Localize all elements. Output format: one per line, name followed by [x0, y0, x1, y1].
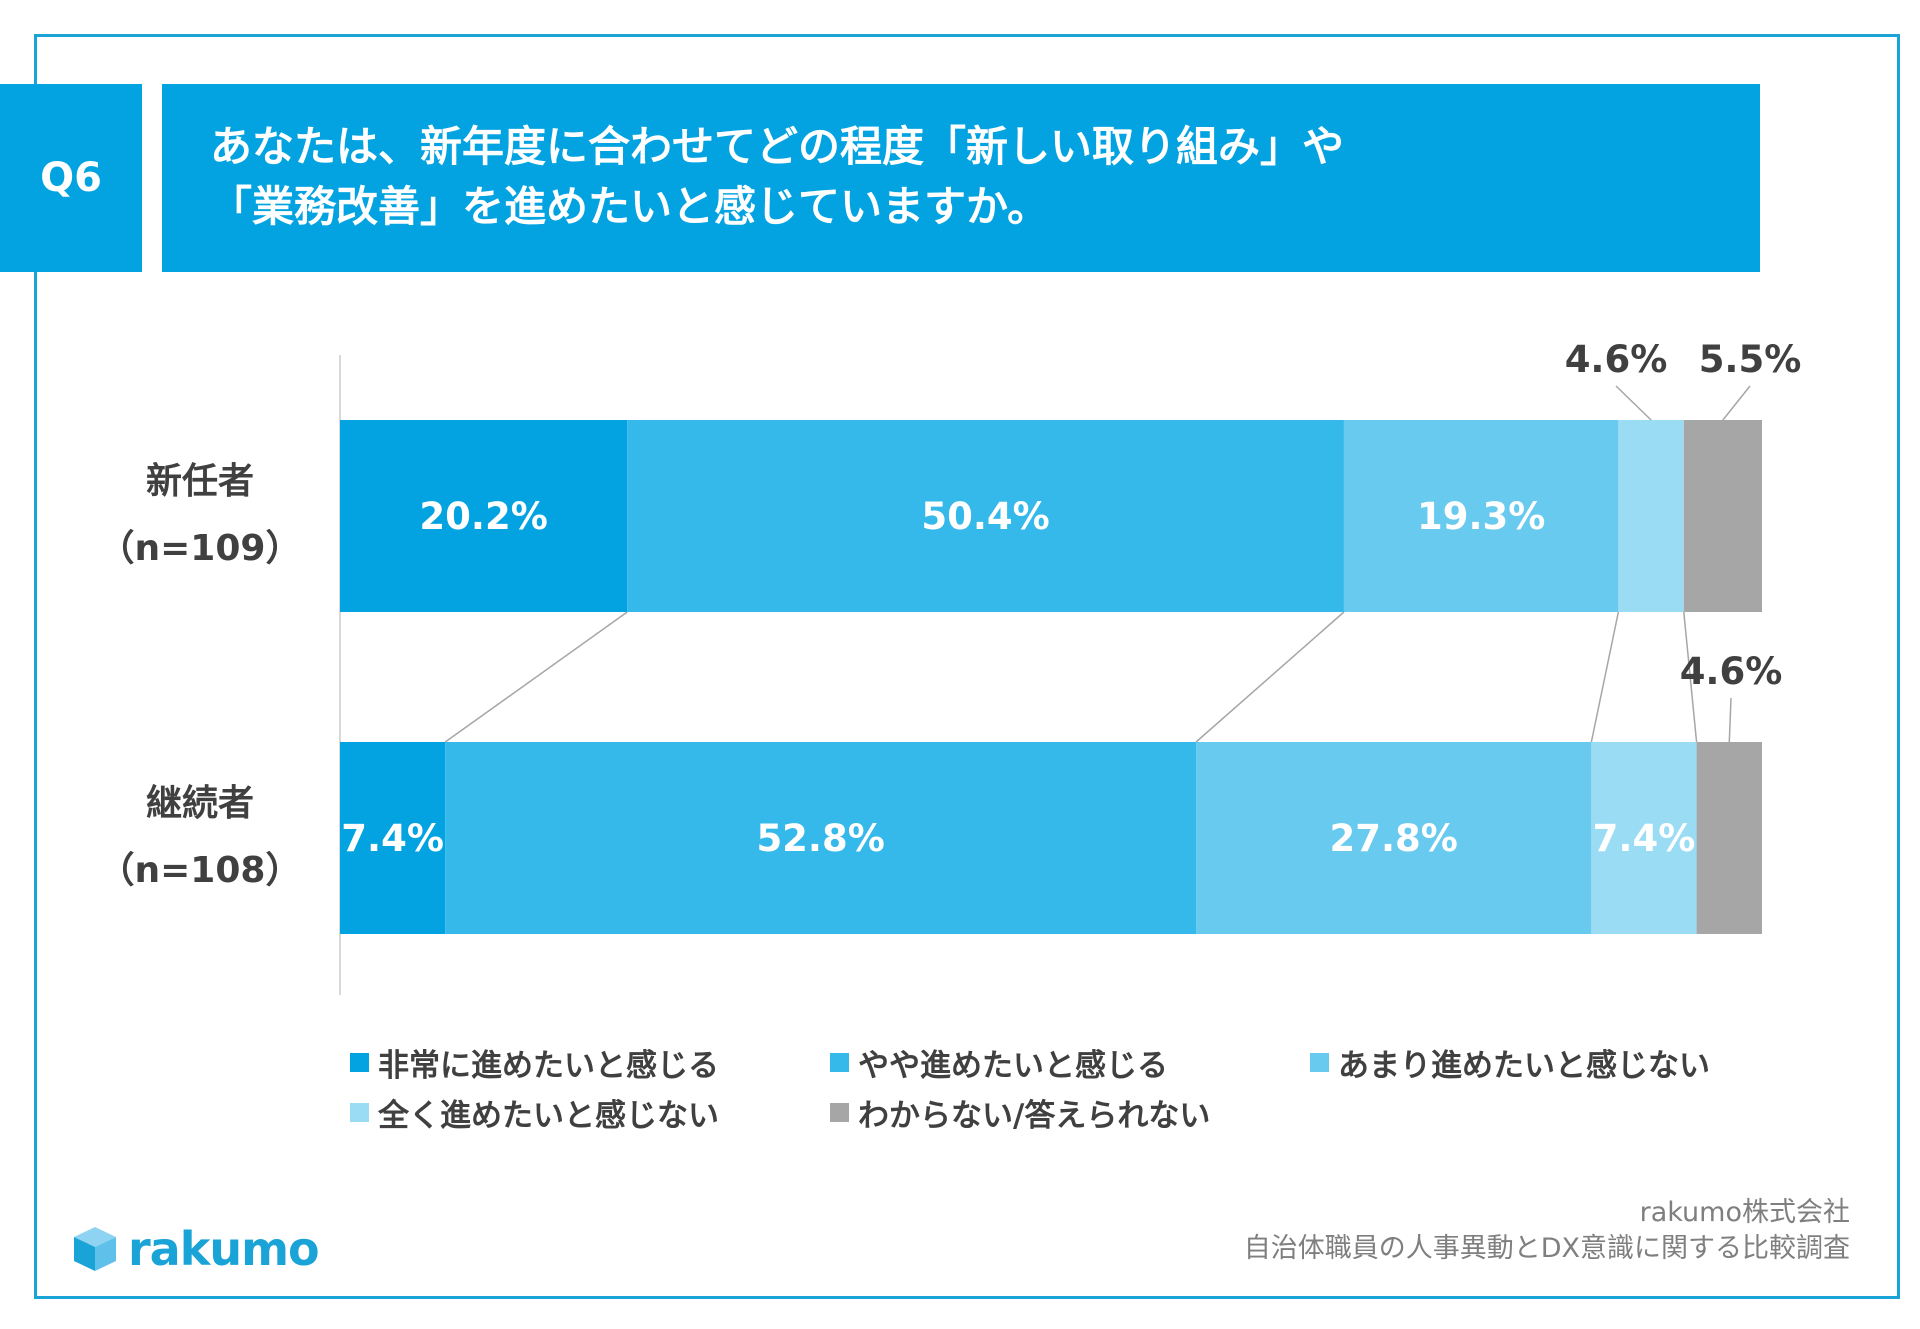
legend-label: わからない/答えられない	[858, 1098, 1211, 1134]
legend-item: わからない/答えられない	[830, 1090, 1210, 1135]
legend-label: 非常に進めたいと感じる	[378, 1048, 719, 1084]
bar-segment	[1683, 420, 1762, 612]
callout-line	[1728, 697, 1732, 743]
legend-swatch	[830, 1053, 849, 1072]
data-label: 19.3%	[1417, 495, 1545, 538]
rakumo-logo: rakumo	[72, 1222, 320, 1276]
callout-line	[1615, 385, 1652, 421]
category-sample-size: （n=109）	[99, 528, 302, 569]
connector-line	[1195, 611, 1345, 743]
data-label-outside: 4.6%	[1680, 650, 1783, 693]
bar-segment	[1343, 420, 1619, 612]
data-label-outside: 4.6%	[1565, 338, 1668, 381]
question-title: あなたは、新年度に合わせてどの程度「新しい取り組み」や 「業務改善」を進めたいと…	[162, 84, 1760, 272]
data-label: 52.8%	[756, 817, 884, 860]
data-label: 7.4%	[1593, 817, 1696, 860]
question-title-line1: あなたは、新年度に合わせてどの程度「新しい取り組み」や	[210, 122, 1345, 171]
footer-survey: 自治体職員の人事異動とDX意識に関する比較調査	[1243, 1233, 1850, 1264]
legend-swatch	[830, 1103, 849, 1122]
question-number-badge: Q6	[0, 84, 142, 272]
question-number: Q6	[40, 155, 102, 201]
legend-label: 全く進めたいと感じない	[378, 1098, 719, 1134]
legend-item: やや進めたいと感じる	[830, 1040, 1168, 1085]
bar-segment	[340, 742, 446, 934]
cube-logo-icon	[74, 1227, 116, 1271]
logo-text: rakumo	[128, 1222, 320, 1276]
legend-label: やや進めたいと感じる	[858, 1048, 1168, 1084]
bar-segment	[1696, 742, 1762, 934]
connector-line	[444, 611, 628, 743]
data-label: 27.8%	[1330, 817, 1458, 860]
legend-item: 非常に進めたいと感じる	[350, 1040, 719, 1085]
category-sample-size: （n=108）	[99, 850, 302, 891]
data-label: 7.4%	[341, 817, 444, 860]
data-label-outside: 5.5%	[1699, 338, 1802, 381]
legend-swatch	[350, 1053, 369, 1072]
footer-company: rakumo株式会社	[1639, 1197, 1850, 1228]
bar-segment	[340, 420, 628, 612]
legend-item: 全く進めたいと感じない	[350, 1090, 719, 1135]
bar-segment	[1196, 742, 1592, 934]
legend-swatch	[350, 1103, 369, 1122]
category-label: 新任者	[146, 461, 254, 502]
bar-segment	[627, 420, 1344, 612]
legend-item: あまり進めたいと感じない	[1310, 1040, 1710, 1085]
question-title-line2: 「業務改善」を進めたいと感じていますか。	[210, 182, 1050, 231]
callout-line	[1722, 385, 1751, 421]
legend-label: あまり進めたいと感じない	[1338, 1048, 1710, 1084]
bar-segment	[1591, 742, 1697, 934]
data-label: 50.4%	[921, 495, 1049, 538]
bar-segment	[1618, 420, 1684, 612]
connector-line	[1683, 611, 1698, 743]
data-label: 20.2%	[419, 495, 547, 538]
footer-source: rakumo株式会社 自治体職員の人事異動とDX意識に関する比較調査	[1244, 1195, 1850, 1267]
legend-swatch	[1310, 1053, 1329, 1072]
frame-border	[34, 34, 1900, 1299]
connector-line	[1590, 611, 1620, 743]
category-label: 継続者	[146, 783, 254, 824]
bar-segment	[445, 742, 1197, 934]
